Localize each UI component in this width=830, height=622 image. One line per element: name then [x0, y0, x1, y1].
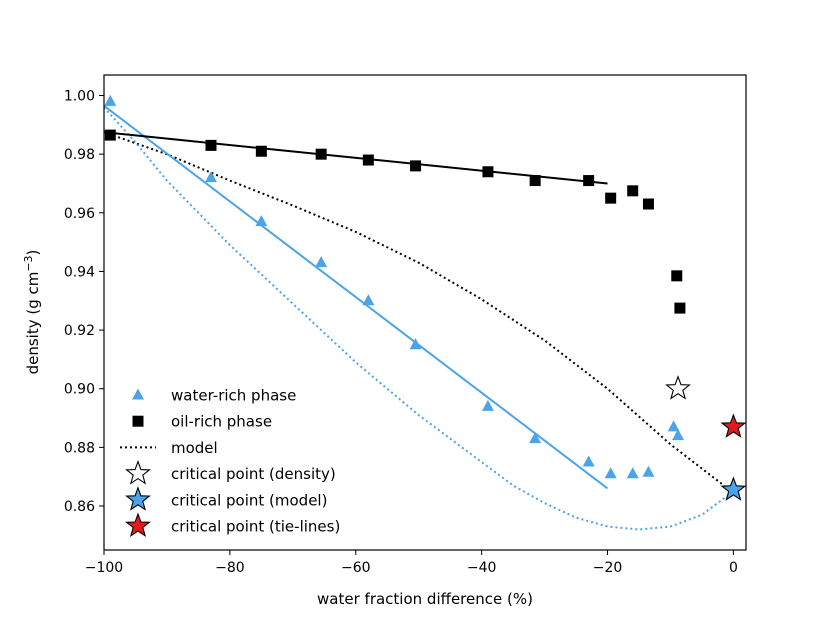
data-point-1-1: [205, 139, 217, 151]
y-tick-label-4: 0.94: [64, 264, 95, 280]
legend-label-1: oil-rich phase: [171, 413, 272, 431]
axes-frame: [103, 74, 747, 551]
y-tick-label-5: 0.96: [64, 206, 95, 222]
y-axis-label-exponent: −3: [22, 255, 35, 271]
legend-swatch-4: [125, 486, 151, 511]
data-point-8-0: [720, 413, 747, 438]
y-tick-label-1: 0.88: [64, 440, 95, 456]
data-point-0-2: [255, 215, 268, 227]
data-point-0-11: [642, 465, 655, 477]
markers: [104, 94, 747, 501]
legend-label-0: water-rich phase: [171, 387, 296, 405]
y-tick-label-2: 0.90: [64, 382, 95, 398]
data-point-0-4: [362, 294, 375, 306]
data-point-1-10: [627, 185, 639, 197]
data-point-0-10: [626, 467, 639, 479]
data-point-0-6: [481, 399, 494, 411]
legend-swatch-5: [125, 512, 151, 537]
x-tick-label-1: −80: [215, 560, 245, 576]
x-axis-label: water fraction difference (%): [317, 590, 533, 608]
data-point-0-1: [205, 171, 217, 183]
data-point-0-3: [315, 256, 328, 268]
axis-ticks: −100 −80 −60 −40 −20 0 0.86 0.88 0.90 0.92 0.94 0.9…: [64, 89, 738, 576]
data-point-0-8: [582, 455, 595, 467]
x-tick-label-4: −20: [593, 560, 623, 576]
data-point-0-0: [104, 94, 117, 106]
data-point-6-0: [665, 375, 691, 400]
legend: water-rich phase oil-rich phase model criti…: [120, 387, 340, 537]
y-tick-label-0: 0.86: [64, 499, 95, 515]
data-point-0-7: [529, 432, 542, 444]
y-tick-label-3: 0.92: [64, 323, 95, 339]
series-line-3: [104, 106, 734, 531]
y-axis-label-suffix: ): [24, 250, 42, 256]
data-point-1-9: [605, 192, 617, 204]
y-axis-label-main: density (g cm: [24, 272, 42, 375]
data-point-1-2: [255, 145, 267, 157]
data-point-0-5: [409, 338, 422, 350]
legend-swatch-0: [132, 388, 144, 400]
plot-inner: [104, 105, 735, 531]
data-point-1-5: [410, 160, 422, 172]
x-tick-label-0: −100: [85, 560, 123, 576]
data-point-1-6: [482, 166, 494, 178]
data-point-0-13: [672, 429, 685, 441]
legend-swatch-1: [132, 415, 144, 427]
y-axis-label: density (g cm−3): [22, 250, 42, 375]
series-line-4: [104, 105, 609, 490]
data-point-0-9: [604, 467, 617, 479]
data-point-0-12: [667, 420, 680, 432]
legend-swatch-3: [125, 459, 151, 485]
x-tick-label-2: −60: [341, 560, 371, 576]
legend-label-5: critical point (tie-lines): [171, 518, 340, 536]
data-point-1-3: [315, 148, 327, 160]
plot-area: [104, 94, 747, 531]
legend-label-2: model: [171, 439, 218, 457]
data-point-1-11: [642, 198, 654, 210]
data-point-1-4: [362, 154, 374, 166]
data-point-7-0: [720, 476, 747, 501]
y-tick-label-7: 1.00: [64, 89, 95, 105]
legend-label-4: critical point (model): [171, 491, 327, 509]
data-point-1-13: [674, 302, 686, 314]
y-tick-label-6: 0.98: [64, 147, 95, 163]
series-line-5: [104, 131, 608, 185]
x-tick-label-5: 0: [729, 560, 738, 576]
data-point-1-7: [529, 175, 541, 187]
legend-label-3: critical point (density): [171, 465, 336, 483]
series-line-2: [104, 131, 735, 494]
data-point-1-8: [583, 175, 595, 187]
data-point-1-0: [104, 129, 116, 141]
data-point-1-12: [671, 270, 683, 282]
x-tick-label-3: −40: [467, 560, 497, 576]
